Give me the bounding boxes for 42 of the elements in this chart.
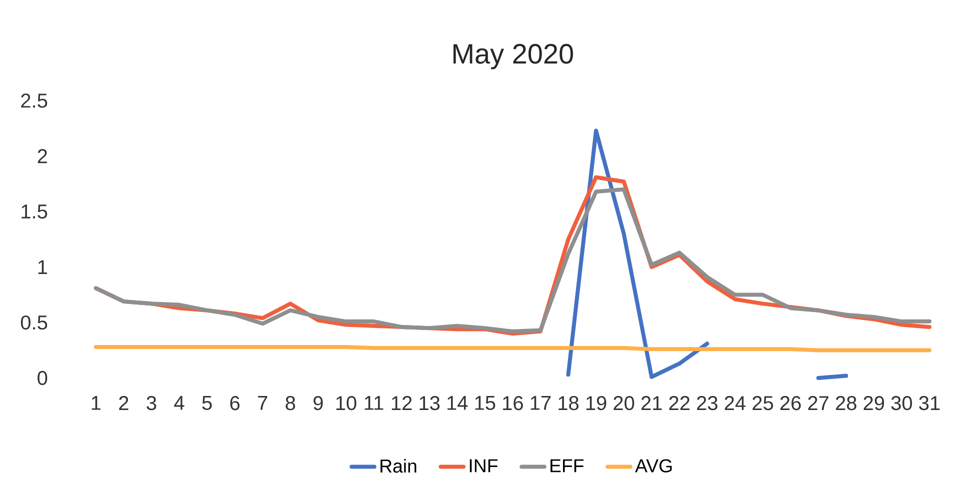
x-tick-label: 27 <box>808 396 828 410</box>
x-tick-label: 14 <box>448 396 468 410</box>
x-tick-label: 9 <box>314 396 323 410</box>
chart-title: May 2020 <box>453 44 574 70</box>
x-tick-label: 20 <box>614 396 634 410</box>
y-tick-label: 0.5 <box>20 315 48 330</box>
x-tick-label: 6 <box>230 396 240 410</box>
x-tick-label: 16 <box>503 396 523 410</box>
x-tick-label: 2 <box>119 396 128 410</box>
y-tick-label: 2 <box>38 149 47 164</box>
x-tick-label: 11 <box>364 396 384 410</box>
x-tick-label: 24 <box>724 396 746 410</box>
x-tick-label: 23 <box>697 396 718 410</box>
legend-label: INF <box>470 459 498 472</box>
x-tick-label: 21 <box>641 396 662 410</box>
x-tick-label: 3 <box>146 396 156 410</box>
x-tick-label: 25 <box>752 396 774 410</box>
x-tick-label: 15 <box>475 396 496 410</box>
legend-label: Rain <box>380 458 416 473</box>
x-tick-label: 7 <box>258 396 268 410</box>
x-tick-label: 29 <box>864 396 884 410</box>
x-tick-label: 1 <box>92 396 100 410</box>
x-tick-label: 26 <box>780 396 801 410</box>
x-tick-label: 18 <box>558 396 578 410</box>
x-tick-label: 19 <box>586 396 606 410</box>
x-tick-label: 10 <box>336 396 356 410</box>
x-tick-label: 12 <box>392 396 412 410</box>
legend-label: AVG <box>635 459 672 472</box>
x-tick-label: 17 <box>530 396 551 410</box>
y-tick-label: 2.5 <box>21 94 48 108</box>
x-tick-label: 30 <box>891 396 912 410</box>
x-tick-label: 28 <box>836 396 856 410</box>
y-tick-label: 1 <box>38 260 47 274</box>
x-tick-label: 31 <box>919 396 940 410</box>
legend-label: EFF <box>550 459 584 472</box>
x-tick-label: 8 <box>286 396 296 410</box>
x-tick-label: 5 <box>202 396 212 410</box>
x-tick-label: 13 <box>420 396 440 410</box>
x-tick-label: 22 <box>669 396 690 410</box>
y-tick-label: 1.5 <box>22 204 48 219</box>
x-tick-label: 4 <box>174 396 184 410</box>
y-tick-label: 0 <box>38 370 48 386</box>
